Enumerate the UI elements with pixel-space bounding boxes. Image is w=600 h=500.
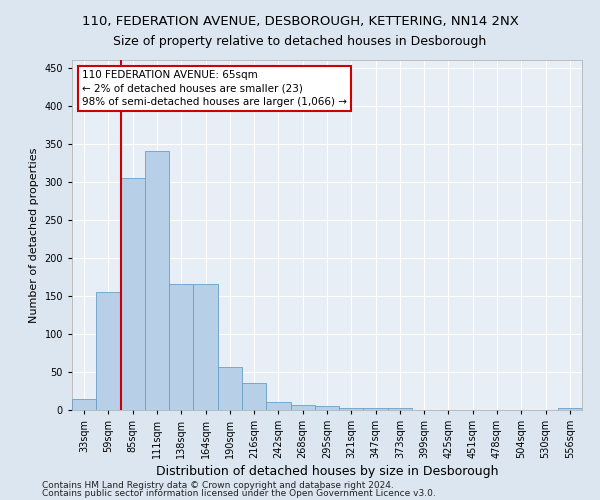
Text: Size of property relative to detached houses in Desborough: Size of property relative to detached ho… — [113, 35, 487, 48]
Text: 110 FEDERATION AVENUE: 65sqm
← 2% of detached houses are smaller (23)
98% of sem: 110 FEDERATION AVENUE: 65sqm ← 2% of det… — [82, 70, 347, 107]
Bar — [96, 292, 121, 410]
Text: Contains public sector information licensed under the Open Government Licence v3: Contains public sector information licen… — [42, 489, 436, 498]
Bar — [266, 402, 290, 410]
Bar — [290, 404, 315, 410]
Text: Contains HM Land Registry data © Crown copyright and database right 2024.: Contains HM Land Registry data © Crown c… — [42, 480, 394, 490]
Bar — [72, 398, 96, 410]
Bar — [364, 408, 388, 410]
Bar — [193, 284, 218, 410]
Bar — [242, 384, 266, 410]
Bar — [145, 152, 169, 410]
Bar — [388, 408, 412, 410]
Bar — [218, 366, 242, 410]
Text: 110, FEDERATION AVENUE, DESBOROUGH, KETTERING, NN14 2NX: 110, FEDERATION AVENUE, DESBOROUGH, KETT… — [82, 15, 518, 28]
Bar — [558, 408, 582, 410]
Y-axis label: Number of detached properties: Number of detached properties — [29, 148, 39, 322]
Bar — [339, 408, 364, 410]
Bar — [315, 406, 339, 410]
X-axis label: Distribution of detached houses by size in Desborough: Distribution of detached houses by size … — [156, 466, 498, 478]
Bar — [121, 178, 145, 410]
Bar — [169, 284, 193, 410]
